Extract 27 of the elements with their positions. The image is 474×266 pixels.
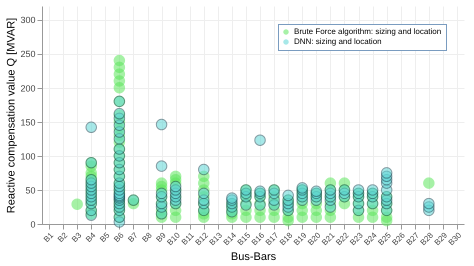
x-tick-label: B29 <box>432 230 450 248</box>
x-tick-label: B3 <box>70 230 84 244</box>
x-tick-label: B21 <box>320 230 337 248</box>
y-tick-label: 300 <box>20 15 36 26</box>
x-tick-label: B7 <box>126 230 140 244</box>
x-tick-label: B22 <box>334 230 351 248</box>
x-tick-label: B6 <box>112 230 126 244</box>
x-tick-label: B8 <box>140 230 154 244</box>
legend-label: Brute Force algorithm: sizing and location <box>294 27 442 36</box>
y-tick-label: 0 <box>30 220 36 230</box>
y-axis-title: Reactive compensation value Q [MVAR] <box>5 18 18 214</box>
x-tick-label: B20 <box>306 230 323 248</box>
x-tick-label: B1 <box>42 230 56 244</box>
x-tick-label: B14 <box>222 230 238 248</box>
y-tick-label: 250 <box>20 49 36 60</box>
x-tick-label: B4 <box>84 230 98 244</box>
y-tick-label: 100 <box>20 151 36 162</box>
x-tick-label: B28 <box>418 230 436 248</box>
y-tick-label: 50 <box>25 185 36 196</box>
x-tick-label: B13 <box>208 230 224 248</box>
legend-label: DNN: sizing and location <box>294 37 382 46</box>
y-tick-label: 150 <box>20 117 36 128</box>
y-tick-label: 200 <box>20 83 36 94</box>
x-axis-title: Bus-Bars <box>230 251 277 264</box>
x-tick-label: B2 <box>56 230 70 244</box>
x-tick-label: B5 <box>98 230 112 244</box>
x-tick-label: B30 <box>446 230 464 248</box>
